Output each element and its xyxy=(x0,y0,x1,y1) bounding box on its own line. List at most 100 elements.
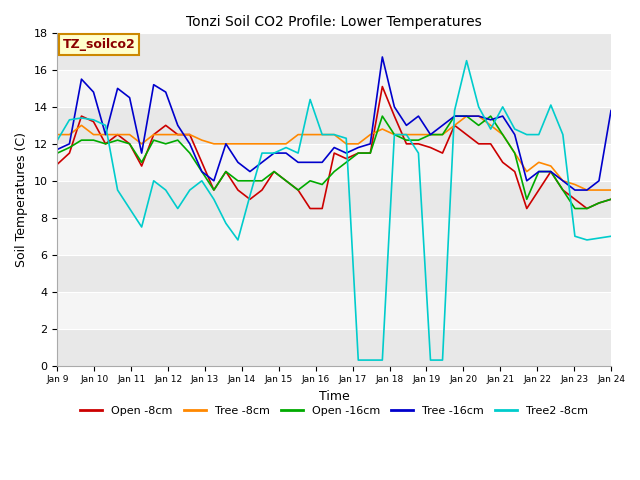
Open -16cm xyxy=(126,141,134,147)
Tree2 -8cm xyxy=(210,196,218,202)
Tree2 -8cm xyxy=(378,357,386,363)
Tree -16cm xyxy=(65,141,73,147)
Open -16cm xyxy=(222,168,230,174)
Tree -16cm xyxy=(162,89,170,95)
Bar xyxy=(58,218,611,255)
Tree -8cm xyxy=(210,141,218,147)
Tree -8cm xyxy=(583,187,591,193)
Tree2 -8cm xyxy=(571,233,579,239)
Open -16cm xyxy=(475,122,483,128)
Open -8cm xyxy=(150,132,157,137)
Tree -16cm xyxy=(90,89,97,95)
Title: Tonzi Soil CO2 Profile: Lower Temperatures: Tonzi Soil CO2 Profile: Lower Temperatur… xyxy=(186,15,482,29)
Open -16cm xyxy=(114,137,122,143)
Open -8cm xyxy=(174,132,182,137)
Open -8cm xyxy=(198,159,205,165)
Open -8cm xyxy=(451,122,458,128)
Tree -16cm xyxy=(138,150,145,156)
Open -16cm xyxy=(559,187,566,193)
Open -16cm xyxy=(258,178,266,184)
Tree -16cm xyxy=(258,159,266,165)
Tree -16cm xyxy=(186,141,194,147)
Tree2 -8cm xyxy=(258,150,266,156)
Open -8cm xyxy=(186,132,194,137)
Open -16cm xyxy=(186,150,194,156)
Tree2 -8cm xyxy=(463,58,470,63)
Tree -8cm xyxy=(607,187,615,193)
Tree2 -8cm xyxy=(427,357,435,363)
Open -16cm xyxy=(367,150,374,156)
Tree -16cm xyxy=(415,113,422,119)
Open -16cm xyxy=(294,187,302,193)
Open -16cm xyxy=(307,178,314,184)
Open -16cm xyxy=(378,113,386,119)
Tree2 -8cm xyxy=(126,205,134,211)
Tree -16cm xyxy=(547,168,555,174)
Tree2 -8cm xyxy=(234,237,242,243)
Open -16cm xyxy=(102,141,109,147)
Tree -8cm xyxy=(198,137,205,143)
Open -16cm xyxy=(607,196,615,202)
Bar xyxy=(58,181,611,218)
Tree2 -8cm xyxy=(487,126,495,132)
Tree -8cm xyxy=(126,132,134,137)
Tree -16cm xyxy=(607,108,615,113)
Tree2 -8cm xyxy=(559,132,566,137)
Tree -16cm xyxy=(318,159,326,165)
Tree -8cm xyxy=(403,132,410,137)
Tree -8cm xyxy=(499,132,506,137)
Tree -8cm xyxy=(535,159,543,165)
Tree -8cm xyxy=(222,141,230,147)
Line: Open -8cm: Open -8cm xyxy=(58,86,611,208)
Open -8cm xyxy=(355,150,362,156)
Tree -16cm xyxy=(246,168,254,174)
Open -16cm xyxy=(150,137,157,143)
Open -8cm xyxy=(246,196,254,202)
Tree -8cm xyxy=(571,181,579,187)
Open -16cm xyxy=(523,196,531,202)
Open -16cm xyxy=(90,137,97,143)
Tree -16cm xyxy=(595,178,603,184)
Open -16cm xyxy=(487,113,495,119)
Open -8cm xyxy=(77,113,85,119)
Open -8cm xyxy=(511,168,518,174)
Tree -16cm xyxy=(54,146,61,152)
Tree -8cm xyxy=(475,113,483,119)
Tree2 -8cm xyxy=(318,132,326,137)
Tree2 -8cm xyxy=(367,357,374,363)
Open -16cm xyxy=(535,168,543,174)
Tree -16cm xyxy=(114,85,122,91)
Bar xyxy=(58,292,611,329)
Tree2 -8cm xyxy=(523,132,531,137)
Tree2 -8cm xyxy=(77,115,85,121)
Tree -8cm xyxy=(511,150,518,156)
Tree -16cm xyxy=(234,159,242,165)
Open -8cm xyxy=(595,200,603,206)
X-axis label: Time: Time xyxy=(319,390,349,403)
Tree -16cm xyxy=(294,159,302,165)
Open -8cm xyxy=(535,187,543,193)
Open -8cm xyxy=(583,205,591,211)
Tree -16cm xyxy=(559,178,566,184)
Tree2 -8cm xyxy=(595,235,603,241)
Tree -16cm xyxy=(307,159,314,165)
Tree -16cm xyxy=(523,178,531,184)
Tree2 -8cm xyxy=(342,135,350,141)
Open -8cm xyxy=(607,196,615,202)
Line: Open -16cm: Open -16cm xyxy=(58,116,611,208)
Open -8cm xyxy=(65,150,73,156)
Open -8cm xyxy=(487,141,495,147)
Open -16cm xyxy=(438,132,446,137)
Open -16cm xyxy=(162,141,170,147)
Open -8cm xyxy=(571,196,579,202)
Line: Tree -16cm: Tree -16cm xyxy=(58,57,611,190)
Tree2 -8cm xyxy=(138,224,145,230)
Open -8cm xyxy=(270,168,278,174)
Tree -16cm xyxy=(355,144,362,150)
Tree -16cm xyxy=(475,113,483,119)
Open -16cm xyxy=(390,132,398,137)
Tree -16cm xyxy=(150,82,157,87)
Open -8cm xyxy=(294,187,302,193)
Tree2 -8cm xyxy=(307,96,314,102)
Tree2 -8cm xyxy=(475,104,483,110)
